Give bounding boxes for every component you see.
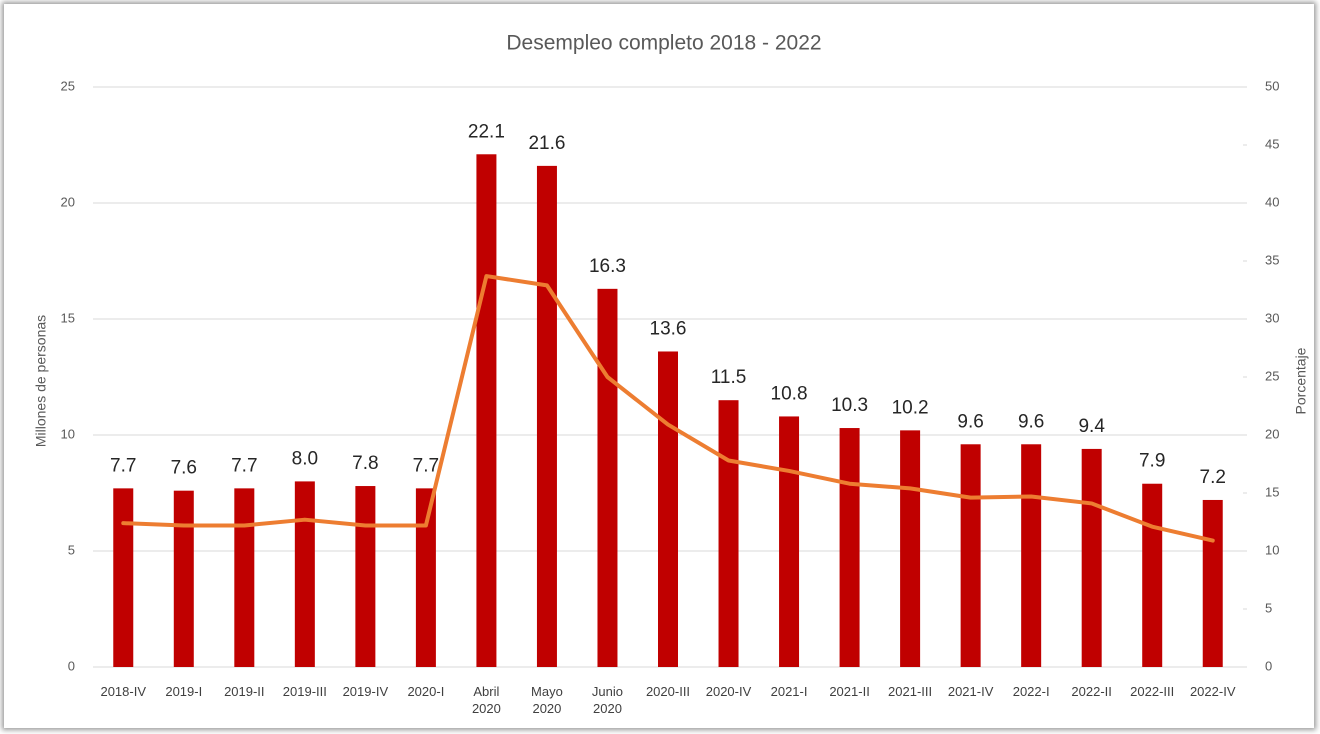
bar (1202, 499, 1223, 667)
data-label: 10.8 (771, 383, 808, 404)
x-tick-label: 2022-III (1130, 684, 1175, 699)
y-tick-label: 10 (61, 426, 75, 441)
data-label: 10.3 (831, 395, 868, 416)
bar (415, 488, 436, 667)
x-tick-label: 2019-IV (342, 684, 389, 699)
y-tick-label: 25 (61, 78, 75, 93)
x-tick-label: 2022-II (1071, 684, 1112, 699)
x-tick-label: 2019-I (165, 684, 203, 699)
data-label: 7.6 (171, 458, 197, 479)
y2-tick-label: 20 (1265, 426, 1279, 441)
y2-tick-label: 15 (1265, 484, 1279, 499)
data-label: 11.5 (711, 367, 747, 388)
x-tick-label: 2021-I (770, 684, 808, 699)
data-label: 7.8 (352, 453, 378, 474)
chart-title: Desempleo completo 2018 - 2022 (506, 32, 821, 55)
y2-tick-label: 25 (1265, 368, 1279, 383)
x-tick-label: 2020-III (645, 684, 691, 699)
data-label: 21.6 (528, 133, 565, 154)
bar (536, 165, 557, 667)
data-label: 7.9 (1139, 451, 1165, 472)
bar (597, 288, 618, 667)
chart: Desempleo completo 2018 - 2022 Millones … (33, 32, 1309, 674)
bar (779, 416, 800, 667)
bar (960, 444, 981, 667)
x-tick-label: 2021-IV (947, 684, 994, 699)
bar (1021, 444, 1042, 667)
bar (658, 351, 678, 667)
y-tick-label: 0 (68, 658, 75, 673)
bar (1081, 448, 1102, 667)
y2-tick-label: 35 (1265, 252, 1279, 267)
x-tick-label: 2020-IV (705, 684, 752, 699)
x-tick-label: 2019-II (224, 684, 265, 699)
y-axis-label: Millones de personas (33, 315, 49, 447)
x-tick-label: Mayo 2020 (531, 684, 563, 716)
x-tick-label: Junio 2020 (591, 684, 623, 716)
data-label: 9.4 (1078, 416, 1105, 437)
data-label: 7.2 (1200, 467, 1226, 488)
x-tick-label: 2022-I (1012, 684, 1050, 699)
data-label: 7.7 (110, 455, 136, 476)
bar (113, 488, 134, 667)
bar (173, 490, 194, 667)
x-tick-label: 2021-III (888, 684, 933, 699)
data-label: 8.0 (292, 448, 318, 469)
x-tick-label: Abril 2020 (471, 684, 501, 716)
y-tick-label: 20 (61, 194, 75, 209)
y2-tick-label: 40 (1265, 194, 1279, 209)
bar (476, 154, 497, 667)
y2-tick-label: 10 (1265, 542, 1279, 557)
x-tick-label: 2020-I (407, 684, 445, 699)
x-tick-label: 2019-III (282, 684, 327, 699)
y2-tick-label: 50 (1265, 78, 1279, 93)
y-tick-label: 5 (68, 542, 75, 557)
line (121, 274, 1215, 543)
data-label: 13.6 (650, 318, 687, 339)
data-label: 7.7 (413, 455, 439, 476)
bar (718, 400, 739, 667)
x-tick-label: 2022-IV (1189, 684, 1236, 699)
bar (839, 428, 860, 667)
y2-tick-label: 30 (1265, 310, 1279, 325)
chart-frame: Desempleo completo 2018 - 2022 Millones … (4, 4, 1314, 728)
data-label: 16.3 (589, 256, 626, 277)
y2-tick-label: 0 (1265, 658, 1272, 673)
data-label: 10.2 (892, 397, 929, 418)
data-label: 9.6 (1018, 411, 1044, 432)
y2-tick-label: 5 (1265, 600, 1272, 615)
bar (294, 481, 315, 667)
y-tick-label: 15 (61, 310, 75, 325)
bar (234, 488, 255, 667)
data-label: 9.6 (957, 411, 983, 432)
bar (900, 430, 921, 667)
x-tick-label: 2018-IV (100, 684, 147, 699)
data-label: 7.7 (231, 455, 257, 476)
data-label: 22.1 (468, 121, 505, 142)
x-tick-label: 2021-II (829, 684, 870, 699)
y2-tick-label: 45 (1265, 136, 1279, 151)
y2-axis-label: Porcentaje (1293, 347, 1309, 414)
bar (1142, 483, 1163, 667)
bar (355, 486, 376, 667)
